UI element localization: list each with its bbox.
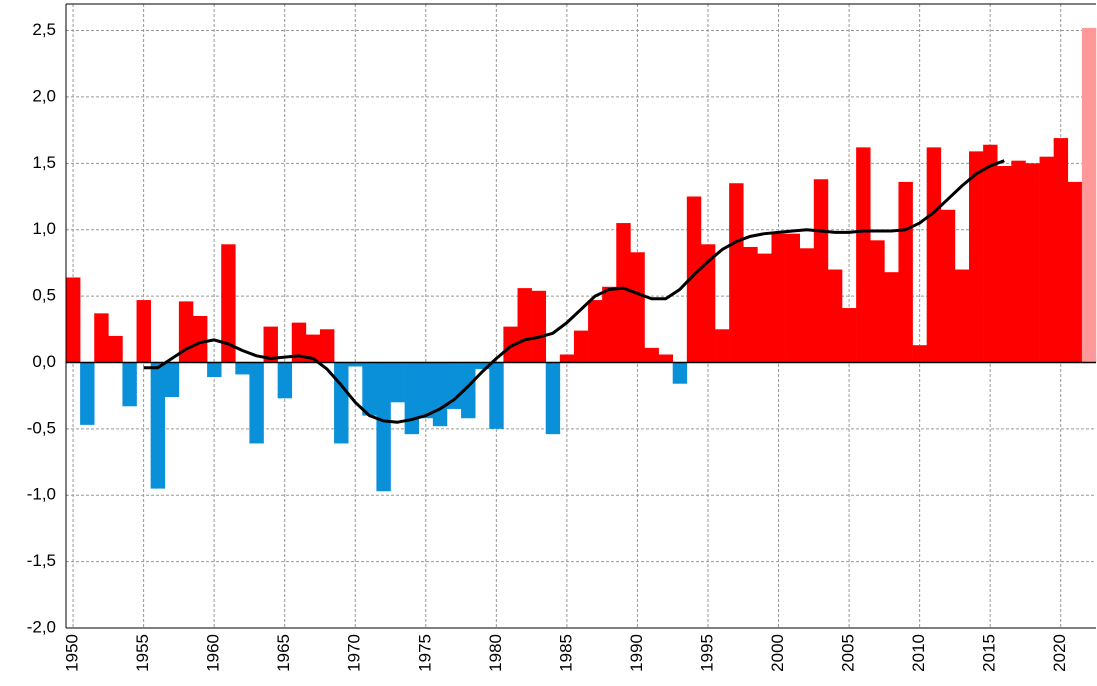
bar — [1053, 138, 1069, 363]
bar — [108, 335, 123, 363]
bar — [870, 240, 885, 363]
x-tick-label: 1985 — [556, 634, 575, 672]
y-tick-label: 0,0 — [32, 352, 56, 371]
bar — [559, 354, 575, 363]
bar — [489, 362, 504, 429]
y-tick-label: -1,0 — [27, 485, 56, 504]
bar — [263, 326, 278, 363]
bar — [616, 223, 631, 363]
x-tick-label: 2005 — [839, 634, 858, 672]
bar — [1011, 160, 1026, 363]
bar — [771, 233, 786, 363]
bar — [531, 290, 547, 363]
bar — [192, 316, 208, 363]
x-tick-label: 1995 — [697, 634, 716, 672]
trend-line — [143, 159, 1005, 424]
bar — [588, 300, 603, 363]
x-tick-label: 2015 — [980, 634, 999, 672]
bar — [969, 151, 984, 363]
bar — [319, 329, 335, 363]
bar — [150, 362, 166, 489]
bar — [743, 246, 758, 363]
bar — [813, 179, 829, 363]
bar — [235, 362, 250, 375]
bar — [461, 362, 476, 419]
bar — [390, 362, 405, 403]
bar — [700, 244, 716, 363]
bar — [983, 144, 998, 363]
x-tick-label: 1955 — [133, 634, 152, 672]
bar — [1039, 156, 1054, 363]
bar — [517, 288, 532, 363]
bar — [686, 196, 702, 363]
bar — [842, 308, 857, 363]
bar — [757, 253, 772, 363]
bar — [658, 354, 674, 363]
x-tick-label: 1970 — [345, 634, 364, 672]
bar — [207, 362, 222, 378]
x-tick-label: 2020 — [1050, 634, 1069, 672]
bar — [997, 165, 1012, 363]
x-tick-label: 1975 — [415, 634, 434, 672]
bar — [602, 286, 617, 363]
bar — [221, 244, 236, 363]
bar — [362, 362, 377, 416]
y-tick-label: -2,0 — [27, 617, 56, 636]
bar — [785, 233, 800, 363]
y-tick-label: 0,5 — [32, 286, 56, 305]
bar — [729, 183, 744, 363]
x-tick-label: 1980 — [486, 634, 505, 672]
x-tick-label: 1960 — [204, 634, 223, 672]
y-tick-label: 1,5 — [32, 153, 56, 172]
bar — [122, 362, 137, 407]
bar — [376, 362, 391, 492]
bar — [573, 330, 589, 363]
bar — [545, 362, 561, 435]
bar — [66, 277, 81, 363]
bar — [940, 209, 956, 363]
bar — [334, 362, 349, 444]
bar — [291, 322, 307, 363]
bar — [912, 345, 927, 363]
y-tick-label: 1,0 — [32, 219, 56, 238]
bar — [164, 362, 180, 397]
y-tick-label: -1,5 — [27, 551, 56, 570]
bar — [954, 269, 970, 363]
bar — [898, 181, 913, 363]
bar — [926, 147, 942, 363]
y-tick-label: -0,5 — [27, 418, 56, 437]
bar — [475, 362, 490, 370]
y-tick-label: 2,5 — [32, 20, 56, 39]
bar — [80, 362, 95, 425]
bar — [827, 269, 843, 363]
bar — [348, 362, 363, 367]
x-tick-label: 1990 — [627, 634, 646, 672]
x-tick-label: 1965 — [274, 634, 293, 672]
bar — [1025, 163, 1040, 363]
x-tick-label: 2000 — [768, 634, 787, 672]
bar — [404, 362, 420, 435]
bar — [1067, 181, 1083, 363]
bar — [856, 147, 871, 363]
bar — [503, 326, 518, 363]
bar — [432, 362, 448, 427]
x-tick-label: 1950 — [63, 634, 82, 672]
bar — [418, 362, 434, 419]
bar — [305, 334, 321, 363]
bar — [715, 329, 730, 363]
x-tick-label: 2010 — [909, 634, 928, 672]
bar — [1081, 27, 1097, 363]
bar — [277, 362, 293, 399]
bar — [672, 362, 688, 384]
bar — [644, 347, 659, 363]
bar — [249, 362, 264, 444]
bar — [94, 313, 109, 363]
bar — [884, 272, 899, 363]
bar — [799, 248, 815, 363]
bar — [136, 300, 151, 363]
y-tick-label: 2,0 — [32, 86, 56, 105]
bar — [630, 252, 645, 363]
